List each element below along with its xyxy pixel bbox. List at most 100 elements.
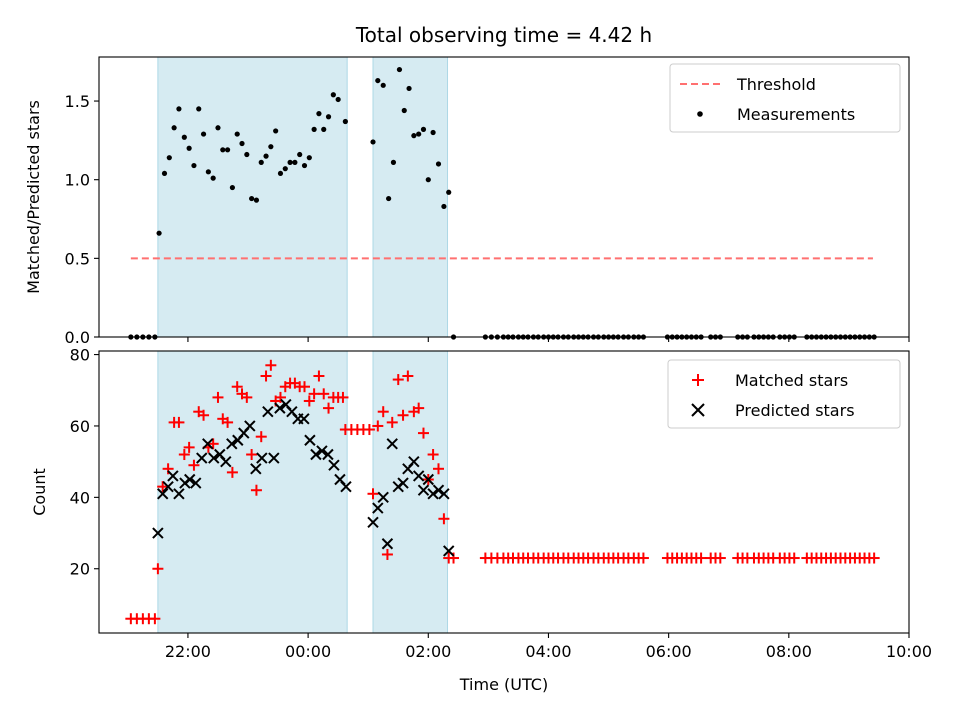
predicted-star-point [328, 459, 340, 471]
measurement-point [249, 195, 255, 202]
y-axis-label-ratio: Matched/Predicted stars [24, 100, 43, 294]
matched-star-point [695, 552, 707, 564]
predicted-star-point [427, 488, 439, 500]
x-ticks [187, 337, 910, 342]
legend-label-matched: Matched stars [735, 371, 848, 390]
matched-star-point [188, 459, 200, 471]
y-tick-label: 0.5 [65, 249, 90, 268]
matched-star-point [222, 416, 234, 428]
matched-star-point [367, 488, 379, 500]
predicted-star-point [268, 452, 280, 464]
matched-star-point [438, 513, 450, 525]
y-tick-label: 1.0 [65, 171, 90, 190]
predicted-star-point [408, 455, 420, 468]
chart-title: Total observing time = 4.42 h [355, 23, 652, 47]
measurement-point [171, 125, 177, 131]
observing-window-2 [372, 56, 449, 338]
matched-star-point [241, 391, 253, 403]
predicted-star-point [202, 438, 214, 450]
legend-box [669, 63, 901, 133]
x-axis-label: Time (UTC) [459, 675, 548, 694]
predicted-star-point [412, 470, 425, 482]
measurement-point [196, 106, 202, 112]
x-tick-label: 02:00 [405, 642, 451, 661]
matched-star-point [323, 402, 335, 414]
y-tick-label: 20 [70, 560, 90, 579]
y-ticks: 20 40 60 80 [70, 346, 99, 579]
measurement-point [273, 128, 279, 134]
measurement-point [335, 96, 341, 103]
matched-star-point [149, 613, 161, 625]
measurement-point [441, 203, 447, 210]
measurement-point [229, 184, 235, 191]
predicted-star-point [256, 452, 268, 464]
matched-star-point [231, 381, 243, 393]
measurement-point [282, 166, 288, 172]
measurement-point [205, 169, 211, 175]
plot-frame [98, 350, 910, 634]
measurement-point [401, 107, 407, 114]
measurement-point [306, 155, 312, 161]
predicted-star-point [381, 538, 394, 550]
matched-star-point [260, 370, 272, 382]
measurement-point [191, 162, 197, 169]
matched-star-point [157, 481, 169, 493]
measurement-point [239, 140, 245, 147]
legend-swatch-measurements [697, 111, 703, 117]
matched-star-point [413, 402, 425, 414]
matched-star-point [178, 449, 190, 461]
matched-star-point [337, 391, 349, 403]
predicted-star-point [250, 463, 262, 475]
predicted-star-point [298, 413, 310, 425]
predicted-star-point [386, 438, 398, 450]
matched-star-point [207, 438, 219, 450]
measurement-point [210, 175, 216, 181]
measurement-point [186, 145, 192, 151]
measurement-point [181, 134, 187, 140]
predicted-star-point [340, 480, 352, 493]
matched-star-point [433, 463, 445, 475]
panel-count: 20 40 60 80 22:00 00:00 02:00 04:00 06:00 08:00 1… [30, 346, 932, 694]
matched-star-point [377, 406, 389, 418]
predicted-star-point [304, 434, 316, 446]
matched-star-point [183, 441, 195, 453]
matched-star-point [714, 552, 726, 564]
matched-star-point [417, 427, 429, 439]
measurement-point [215, 125, 221, 131]
measurement-point [258, 159, 264, 165]
measurement-point [220, 147, 226, 153]
predicted-star-point [316, 445, 328, 457]
matched-star-point [402, 370, 414, 382]
x-tick-label: 10:00 [886, 642, 932, 661]
measurement-point [321, 126, 327, 132]
x-tick-label: 00:00 [285, 642, 331, 661]
measurement-point [435, 161, 442, 167]
measurement-point [277, 170, 284, 177]
matched-star-point [308, 388, 320, 400]
measurement-point [263, 153, 269, 159]
measurement-point [224, 147, 231, 153]
shaded-regions [157, 350, 449, 634]
matched-star-point [303, 395, 315, 407]
measurement-point [375, 77, 381, 84]
predicted-star-point [432, 484, 445, 496]
measurement-point [446, 189, 452, 195]
measurement-point [268, 144, 274, 150]
legend-label-predicted: Predicted stars [735, 401, 855, 420]
measurement-point [311, 126, 317, 132]
matched-star-point [313, 370, 325, 382]
measurement-point [425, 177, 431, 183]
measurement-point [370, 139, 376, 145]
matched-star-points [125, 359, 880, 625]
legend-swatch-matched [692, 374, 704, 386]
legend: Threshold Measurements [669, 63, 901, 133]
matched-star-point [386, 416, 398, 428]
measurement-point [161, 170, 168, 177]
predicted-star-point [367, 516, 379, 529]
legend-box [667, 359, 901, 429]
matched-star-point [427, 449, 439, 461]
matched-star-point [363, 424, 375, 436]
observing-window-1 [157, 350, 348, 634]
predicted-star-point [196, 452, 208, 464]
